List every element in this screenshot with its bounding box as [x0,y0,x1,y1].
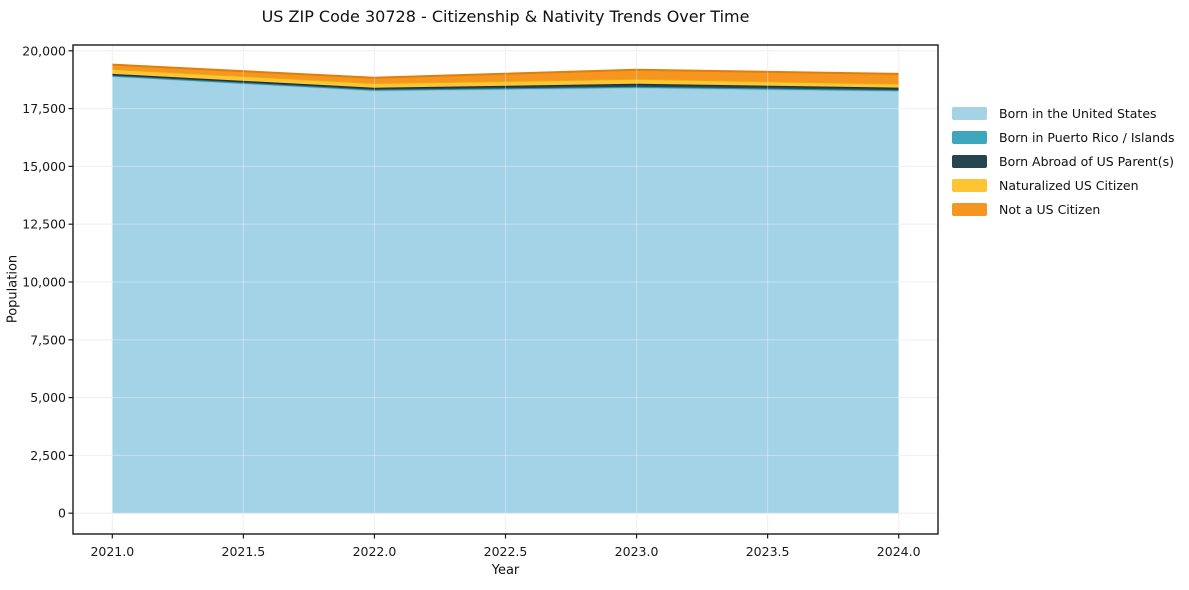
x-tick-label: 2022.0 [353,544,397,559]
area-series-naturalized-us-citizen [112,68,899,88]
legend-item-born-in-the-united-states: Born in the United States [952,106,1175,121]
y-axis-label: Population [5,254,21,324]
x-tick-label: 2021.0 [90,544,134,559]
y-tick-label: 17,500 [22,101,66,116]
legend-item-born-in-puerto-rico-islands: Born in Puerto Rico / Islands [952,130,1175,145]
legend-item-not-a-us-citizen: Not a US Citizen [952,202,1175,217]
chart-title: US ZIP Code 30728 - Citizenship & Nativi… [261,7,750,26]
legend: Born in the United States Born in Puerto … [952,106,1175,227]
legend-item-naturalized-us-citizen: Naturalized US Citizen [952,178,1175,193]
area-series-born-abroad-of-us-parent-s [112,73,899,91]
y-tick-label: 10,000 [22,274,66,289]
legend-label: Not a US Citizen [999,202,1101,217]
y-tick-label: 15,000 [22,159,66,174]
x-tick-label: 2024.0 [877,544,921,559]
legend-item-born-abroad-of-us-parent-s: Born Abroad of US Parent(s) [952,154,1175,169]
legend-swatch-naturalized-us-citizen [952,179,987,192]
legend-label: Born in Puerto Rico / Islands [999,130,1175,145]
area-series-born-in-the-united-states [112,76,899,514]
y-tick-label: 2,500 [30,448,66,463]
y-tick-label: 0 [58,506,66,521]
y-tick-label: 12,500 [22,217,66,232]
x-axis-label: Year [491,563,520,578]
y-tick-label: 20,000 [22,43,66,58]
x-tick-label: 2022.5 [484,544,528,559]
x-tick-label: 2021.5 [222,544,266,559]
legend-swatch-born-in-puerto-rico-islands [952,131,987,144]
legend-swatch-born-abroad-of-us-parent-s [952,155,987,168]
legend-label: Born in the United States [999,106,1157,121]
legend-swatch-not-a-us-citizen [952,203,987,216]
legend-swatch-born-in-the-united-states [952,107,987,120]
x-tick-label: 2023.5 [746,544,790,559]
x-tick-label: 2023.0 [615,544,659,559]
legend-label: Naturalized US Citizen [999,178,1139,193]
y-tick-label: 7,500 [30,332,66,347]
y-tick-label: 5,000 [30,390,66,405]
legend-label: Born Abroad of US Parent(s) [999,154,1174,169]
edge-series-not-a-us-citizen [112,63,899,79]
